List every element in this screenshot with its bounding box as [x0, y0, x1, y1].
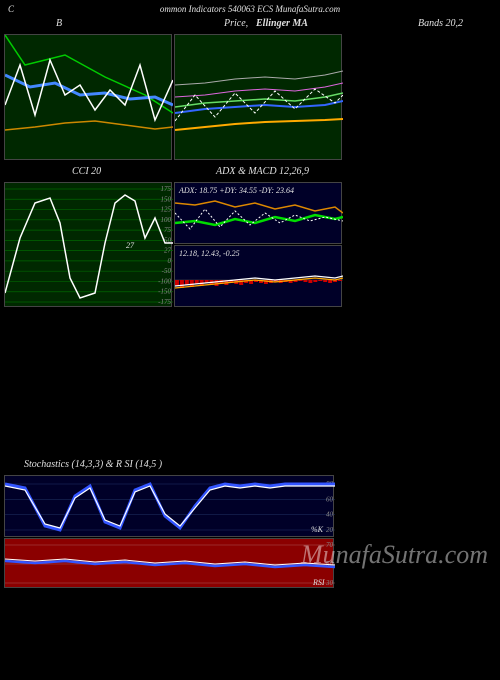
panel-adx: ADX: 18.75 +DY: 34.55 -DY: 23.64 — [174, 182, 342, 244]
svg-text:20: 20 — [326, 526, 334, 534]
svg-text:150: 150 — [161, 195, 172, 203]
label-ma: Ellinger MA — [256, 18, 308, 29]
label-cci: CCI 20 — [72, 166, 101, 177]
watermark: MunafaSutra.com — [301, 540, 488, 570]
page-header: C ommon Indicators 540063 ECS MunafaSutr… — [0, 0, 500, 16]
svg-text:30: 30 — [325, 579, 334, 587]
row-oscillators: 80604020%K 705030RSI — [0, 475, 500, 588]
svg-text:175: 175 — [161, 185, 172, 193]
svg-text:-50: -50 — [162, 267, 172, 275]
panel-rsi: 705030RSI — [4, 538, 334, 588]
row-price — [0, 34, 500, 160]
panel-macd: 12.18, 12.43, -0.25 — [174, 245, 342, 307]
svg-text:60: 60 — [326, 495, 334, 503]
label-stoch: Stochastics (14,3,3) & R SI (14,5 ) — [24, 459, 162, 470]
svg-text:ADX: 18.75 +DY: 34.55 -DY: 2: ADX: 18.75 +DY: 34.55 -DY: 23.64 — [178, 186, 294, 195]
svg-text:75: 75 — [164, 226, 172, 234]
panel-stoch: 80604020%K — [4, 475, 334, 537]
svg-text:12.18, 12.43, -0.25: 12.18, 12.43, -0.25 — [179, 249, 240, 258]
svg-text:-100: -100 — [158, 277, 171, 285]
label-price: Price, — [224, 18, 248, 29]
svg-text:0: 0 — [168, 257, 172, 265]
label-b: B — [56, 18, 62, 29]
panel-price-right — [174, 34, 342, 160]
svg-text:%K: %K — [311, 525, 324, 534]
row-indicators: 1751501251007550270-50-100-150-17527 ADX… — [0, 182, 500, 307]
panel-price-left — [4, 34, 172, 160]
header-title: ommon Indicators 540063 ECS MunafaSutra.… — [160, 4, 340, 14]
svg-text:40: 40 — [326, 511, 334, 519]
svg-text:125: 125 — [161, 206, 172, 214]
svg-text:-150: -150 — [158, 288, 171, 296]
panel-cci: 1751501251007550270-50-100-150-17527 — [4, 182, 172, 307]
svg-text:27: 27 — [164, 247, 172, 255]
header-left: C — [8, 4, 14, 14]
svg-text:RSI: RSI — [312, 578, 325, 587]
label-bands: Bands 20,2 — [418, 18, 463, 29]
svg-text:27: 27 — [126, 241, 135, 250]
svg-text:-175: -175 — [158, 298, 171, 306]
label-adx: ADX & MACD 12,26,9 — [216, 166, 309, 177]
svg-text:100: 100 — [161, 216, 172, 224]
spacer — [0, 307, 500, 457]
